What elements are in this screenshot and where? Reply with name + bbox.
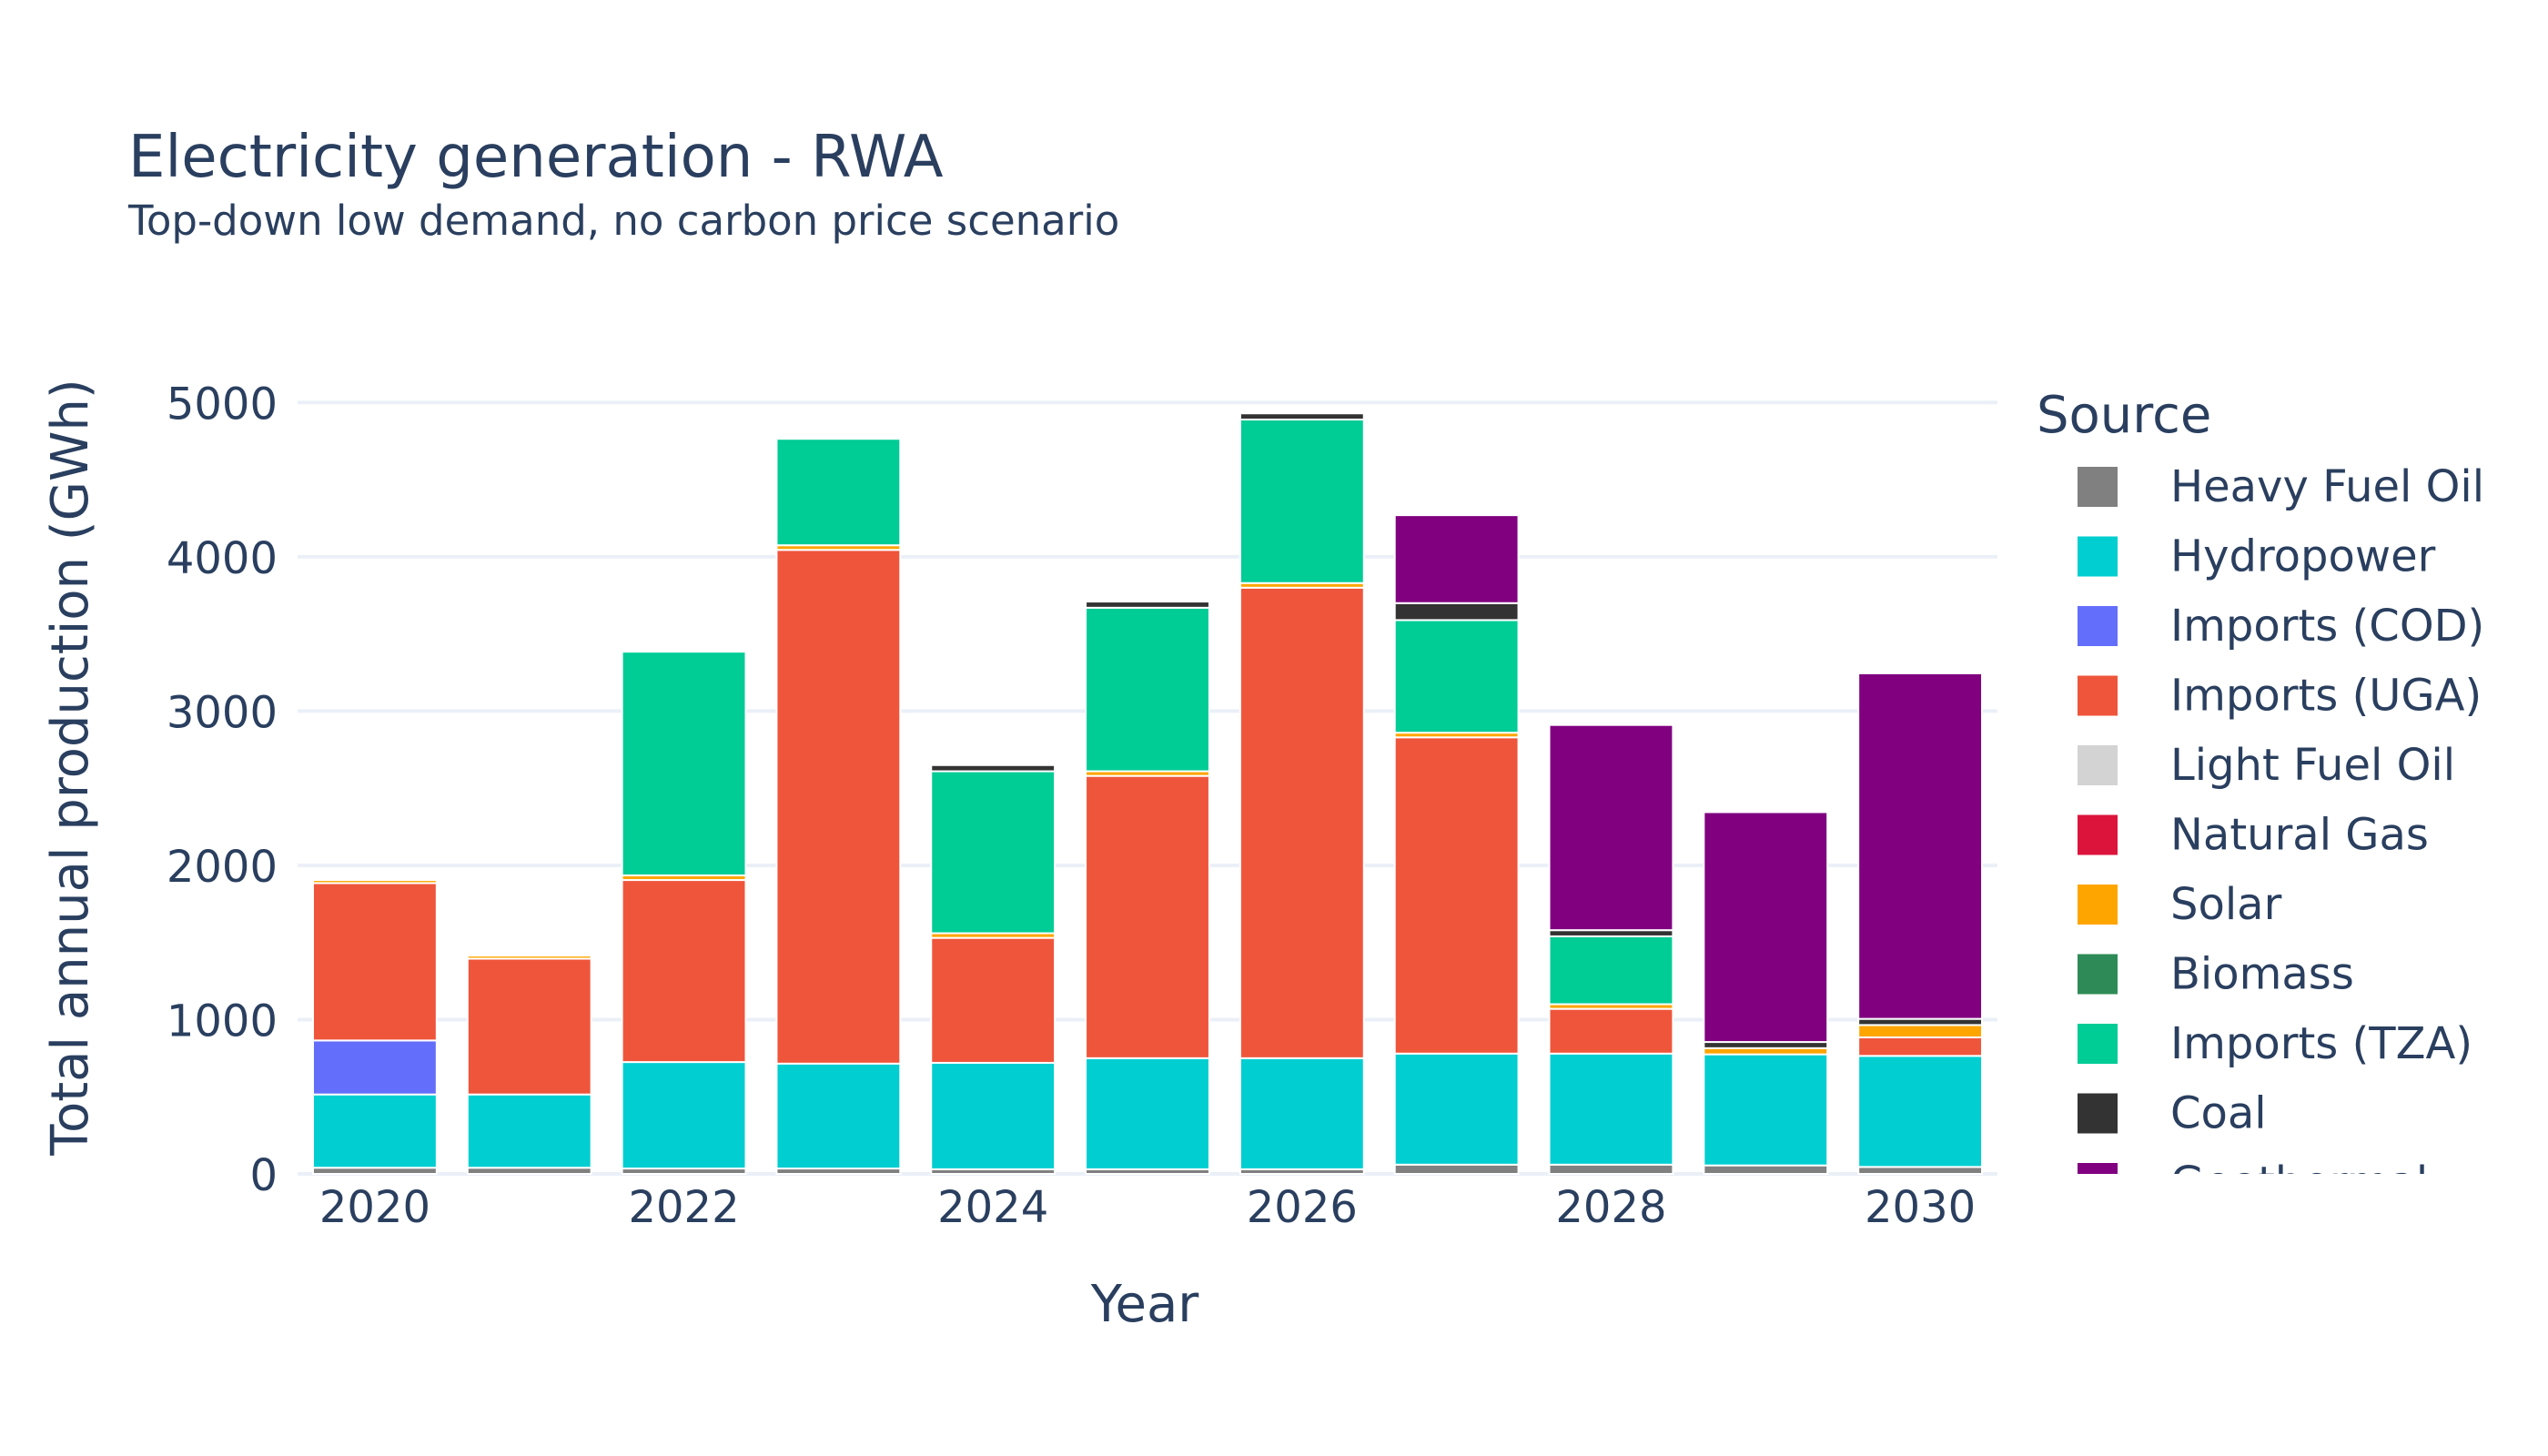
legend-item-label: Imports (COD) xyxy=(2170,601,2484,652)
legend-swatch xyxy=(2078,536,2118,577)
bar-segment xyxy=(311,1093,438,1169)
bar-segment xyxy=(1548,929,1674,937)
bar-segment xyxy=(1393,602,1520,622)
x-tick-label: 2020 xyxy=(319,1182,430,1233)
legend-item-label: Natural Gas xyxy=(2170,810,2429,861)
bar-segment xyxy=(621,1061,747,1170)
legend-item-label: Light Fuel Oil xyxy=(2170,740,2455,791)
bar-segment xyxy=(1857,1017,1984,1026)
y-tick-label: 2000 xyxy=(167,842,278,893)
legend: Source Heavy Fuel Oil Hydropower Imports (… xyxy=(2037,386,2484,1208)
y-tick-label: 3000 xyxy=(167,687,278,738)
legend-item-label: Coal xyxy=(2170,1088,2267,1139)
y-axis-label: Total annual production (GWh) xyxy=(41,379,100,1157)
legend-swatch xyxy=(2078,606,2118,646)
bar-segment xyxy=(1703,1041,1829,1049)
bar-segment xyxy=(311,879,438,885)
bar-segment xyxy=(930,936,1057,1064)
bar-segment xyxy=(1857,1055,1984,1168)
bar-segment xyxy=(1857,672,1984,1020)
bar-segment xyxy=(466,957,592,1096)
bar-segment xyxy=(1085,774,1210,1059)
y-tick-label: 4000 xyxy=(167,533,278,584)
y-tick-label: 1000 xyxy=(167,996,278,1046)
bar-segment xyxy=(621,651,747,876)
bar-segment xyxy=(1393,619,1520,734)
bar-segment xyxy=(1548,1007,1674,1055)
bar-segment xyxy=(1548,935,1674,1006)
x-axis: 2020 2022 2024 2026 2028 2030 xyxy=(319,1182,1976,1233)
bar-segment xyxy=(1857,1166,1984,1176)
bar-segment xyxy=(1085,601,1210,609)
bar-segment xyxy=(1085,1057,1210,1170)
legend-item-label: Solar xyxy=(2170,879,2282,930)
bar-segment xyxy=(1239,412,1365,421)
bar-segment xyxy=(775,1062,902,1170)
x-tick-label: 2030 xyxy=(1865,1182,1976,1233)
bar-segment xyxy=(1703,1164,1829,1175)
x-tick-label: 2026 xyxy=(1247,1182,1358,1233)
legend-swatch xyxy=(2078,885,2118,925)
bar-segment xyxy=(1548,1163,1674,1176)
chart-title: Electricity generation - RWA xyxy=(128,124,944,191)
legend-item-label: Heavy Fuel Oil xyxy=(2170,461,2484,512)
legend-swatch xyxy=(2078,1024,2118,1064)
bar-segment xyxy=(1703,1046,1829,1056)
x-axis-label: Year xyxy=(1090,1275,1200,1334)
bar-segment xyxy=(1703,1053,1829,1167)
legend-item-label: Geothermal xyxy=(2170,1158,2428,1208)
bar-segment xyxy=(1857,1024,1984,1038)
legend-item-label: Hydropower xyxy=(2170,531,2436,582)
bar-segment xyxy=(930,770,1057,935)
bar-segment xyxy=(1857,1036,1984,1057)
bar-segment xyxy=(311,1167,438,1175)
bar-segment xyxy=(1393,1163,1520,1176)
x-tick-label: 2022 xyxy=(628,1182,739,1233)
bar-segment xyxy=(1393,736,1520,1055)
legend-item-label: Biomass xyxy=(2170,949,2354,1000)
bar-segment xyxy=(775,549,902,1065)
legend-swatch xyxy=(2078,467,2118,507)
bar-segment xyxy=(1239,586,1365,1059)
bar-segment xyxy=(930,1061,1057,1170)
bar-segment xyxy=(1393,1052,1520,1166)
legend-swatch xyxy=(2078,1093,2118,1134)
legend-swatch xyxy=(2078,1163,2118,1174)
bar-segment xyxy=(1703,811,1829,1044)
x-tick-label: 2024 xyxy=(937,1182,1048,1233)
bar-segment xyxy=(621,879,747,1064)
legend-title: Source xyxy=(2037,386,2211,445)
bar-segment xyxy=(466,1167,592,1175)
bars-group xyxy=(311,412,1984,1176)
legend-item-label: Imports (TZA) xyxy=(2170,1018,2472,1069)
legend-swatch xyxy=(2078,745,2118,785)
bar-segment xyxy=(466,1093,592,1169)
bar-segment xyxy=(1239,419,1365,584)
bar-segment xyxy=(930,763,1057,773)
bar-segment xyxy=(1239,1057,1365,1170)
bar-segment xyxy=(466,955,592,960)
x-tick-label: 2028 xyxy=(1555,1182,1666,1233)
y-tick-label: 5000 xyxy=(167,379,278,430)
bar-segment xyxy=(1548,1052,1674,1166)
bar-segment xyxy=(1085,606,1210,773)
bar-segment xyxy=(311,882,438,1042)
chart-subtitle: Top-down low demand, no carbon price sce… xyxy=(128,197,1120,245)
bar-segment xyxy=(311,1039,438,1096)
y-axis: 0 1000 2000 3000 4000 5000 xyxy=(167,379,278,1201)
legend-swatch xyxy=(2078,675,2118,716)
bar-segment xyxy=(1393,514,1520,604)
bar-segment xyxy=(775,438,902,547)
bar-segment xyxy=(1548,723,1674,932)
legend-item-label: Imports (UGA) xyxy=(2170,671,2482,722)
legend-swatch xyxy=(2078,814,2118,855)
y-tick-label: 0 xyxy=(249,1150,278,1201)
legend-swatch xyxy=(2078,954,2118,995)
